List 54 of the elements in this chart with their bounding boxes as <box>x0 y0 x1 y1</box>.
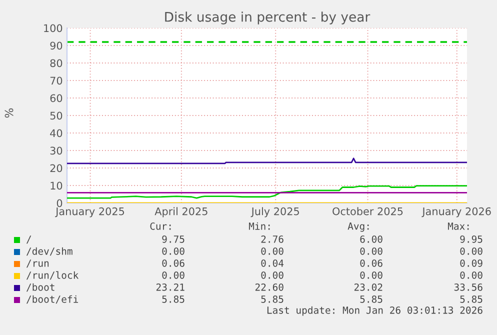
text: Cur: <box>150 222 171 230</box>
line-series <box>67 185 467 199</box>
x-tick-label: April 2025 <box>154 207 208 218</box>
text: 0.00 <box>460 247 482 255</box>
y-tick-label: 60 <box>50 94 62 102</box>
text: 5.85 <box>460 295 482 303</box>
y-tick-label: 100 <box>44 24 62 32</box>
legend-label: /dev/shm <box>26 247 72 256</box>
y-tick-label: 40 <box>50 129 62 138</box>
text: 0.00 <box>261 271 284 279</box>
text: Avg: <box>348 222 369 232</box>
text: 0.00 <box>261 247 284 255</box>
text: 5.85 <box>360 295 382 303</box>
legend-label: /boot <box>26 283 54 292</box>
legend-label: /run <box>26 260 49 268</box>
x-tick-label: January 2025 <box>55 207 124 218</box>
text: 9.75 <box>162 235 184 243</box>
text: 0.00 <box>460 271 482 279</box>
text: 23.02 <box>354 283 382 291</box>
text: 0.00 <box>162 247 184 255</box>
y-tick-label: 90 <box>50 42 62 50</box>
legend-label: /run/lock <box>26 271 79 280</box>
text: 2.76 <box>261 235 284 243</box>
text: 0.06 <box>360 259 382 267</box>
y-tick-label: 80 <box>50 59 62 68</box>
text: Max: <box>448 222 469 230</box>
legend-label: /boot/efi <box>26 295 78 304</box>
text: 0.04 <box>261 259 284 267</box>
text: 5.85 <box>162 295 184 303</box>
text: 0.00 <box>360 247 382 255</box>
y-axis-title: % <box>4 108 14 118</box>
y-tick-label: 50 <box>50 112 62 120</box>
x-tick-label: January 2026 <box>422 207 491 218</box>
text: 22.60 <box>255 283 284 291</box>
text: 0.00 <box>162 271 184 279</box>
text: 0.06 <box>162 259 184 267</box>
text: 23.21 <box>156 283 184 291</box>
text: 0.00 <box>360 271 382 279</box>
text: 33.56 <box>454 283 482 291</box>
text: 0.09 <box>460 259 482 267</box>
y-tick-label: 70 <box>50 76 62 85</box>
text: Last update: Mon Jan 26 03:01:13 2026 <box>267 306 482 316</box>
text: 9.95 <box>460 235 482 243</box>
text: Min: <box>248 222 270 230</box>
y-tick-label: 20 <box>50 164 62 172</box>
x-tick-label: July 2025 <box>250 207 299 218</box>
x-tick-label: October 2025 <box>332 207 403 216</box>
text: 6.00 <box>360 235 382 243</box>
y-tick-label: 10 <box>50 182 62 190</box>
chart-title: Disk usage in percent - by year <box>165 12 370 24</box>
legend-label: / <box>26 236 32 244</box>
text: 5.85 <box>261 295 284 303</box>
y-tick-label: 30 <box>50 146 62 155</box>
y-tick-label: 0 <box>56 199 62 208</box>
